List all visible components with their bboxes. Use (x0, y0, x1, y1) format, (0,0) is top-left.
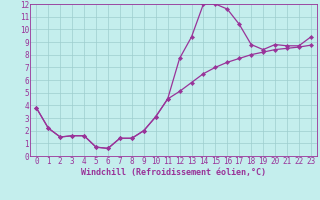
X-axis label: Windchill (Refroidissement éolien,°C): Windchill (Refroidissement éolien,°C) (81, 168, 266, 177)
